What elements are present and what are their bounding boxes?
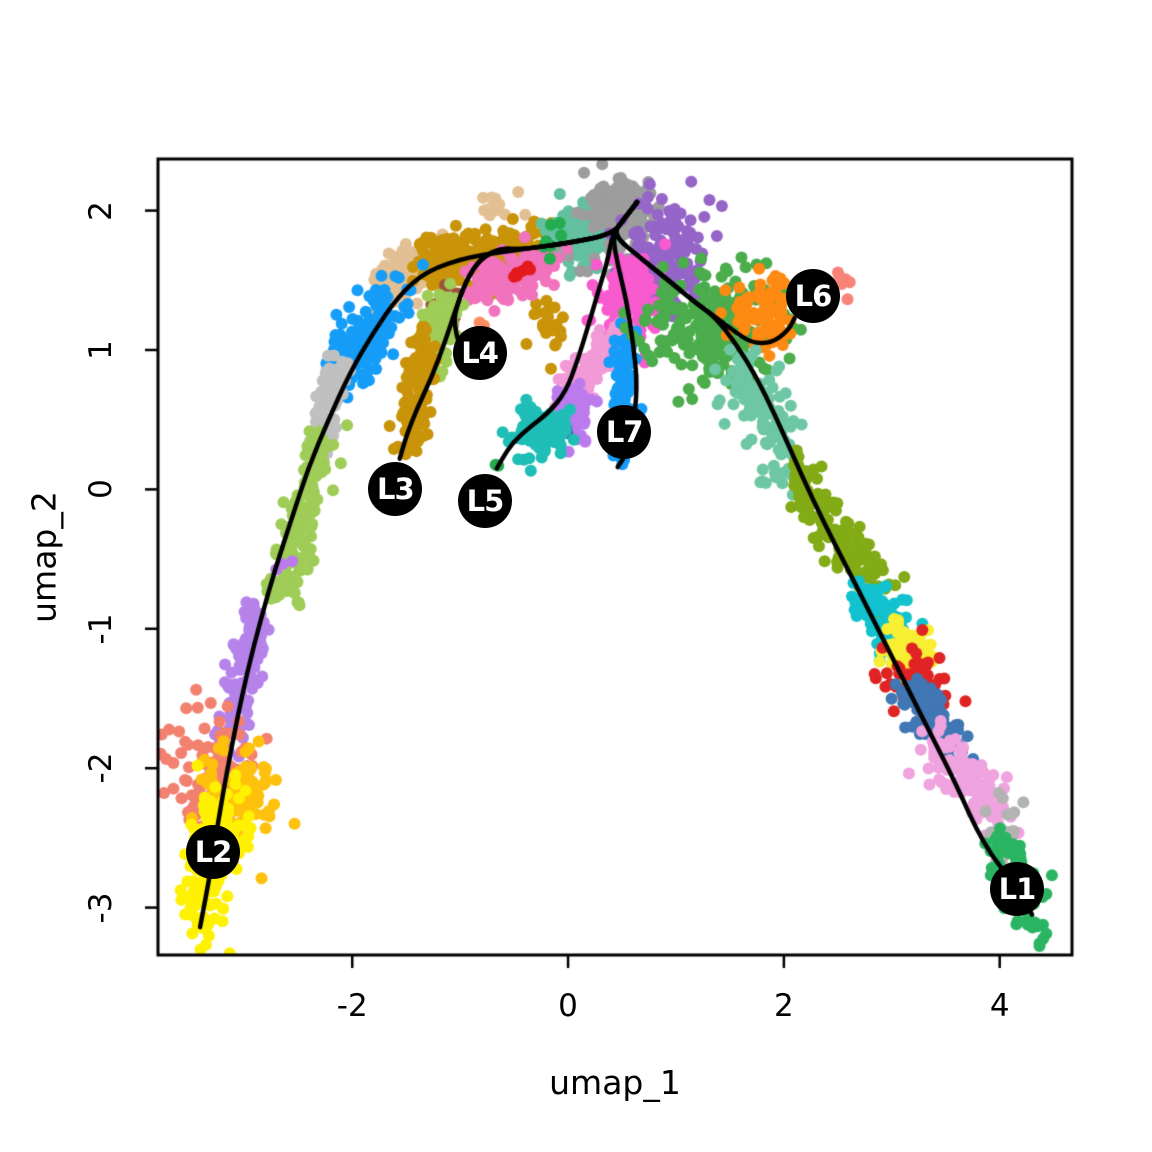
umap-trajectory-figure: umap_1 umap_2 -2 0 2 4 2 1 0 -1 -2 -3 L1 L2 L3 L4 L5 L6… <box>0 0 1152 1152</box>
scatter-plot-canvas <box>0 0 1152 1152</box>
